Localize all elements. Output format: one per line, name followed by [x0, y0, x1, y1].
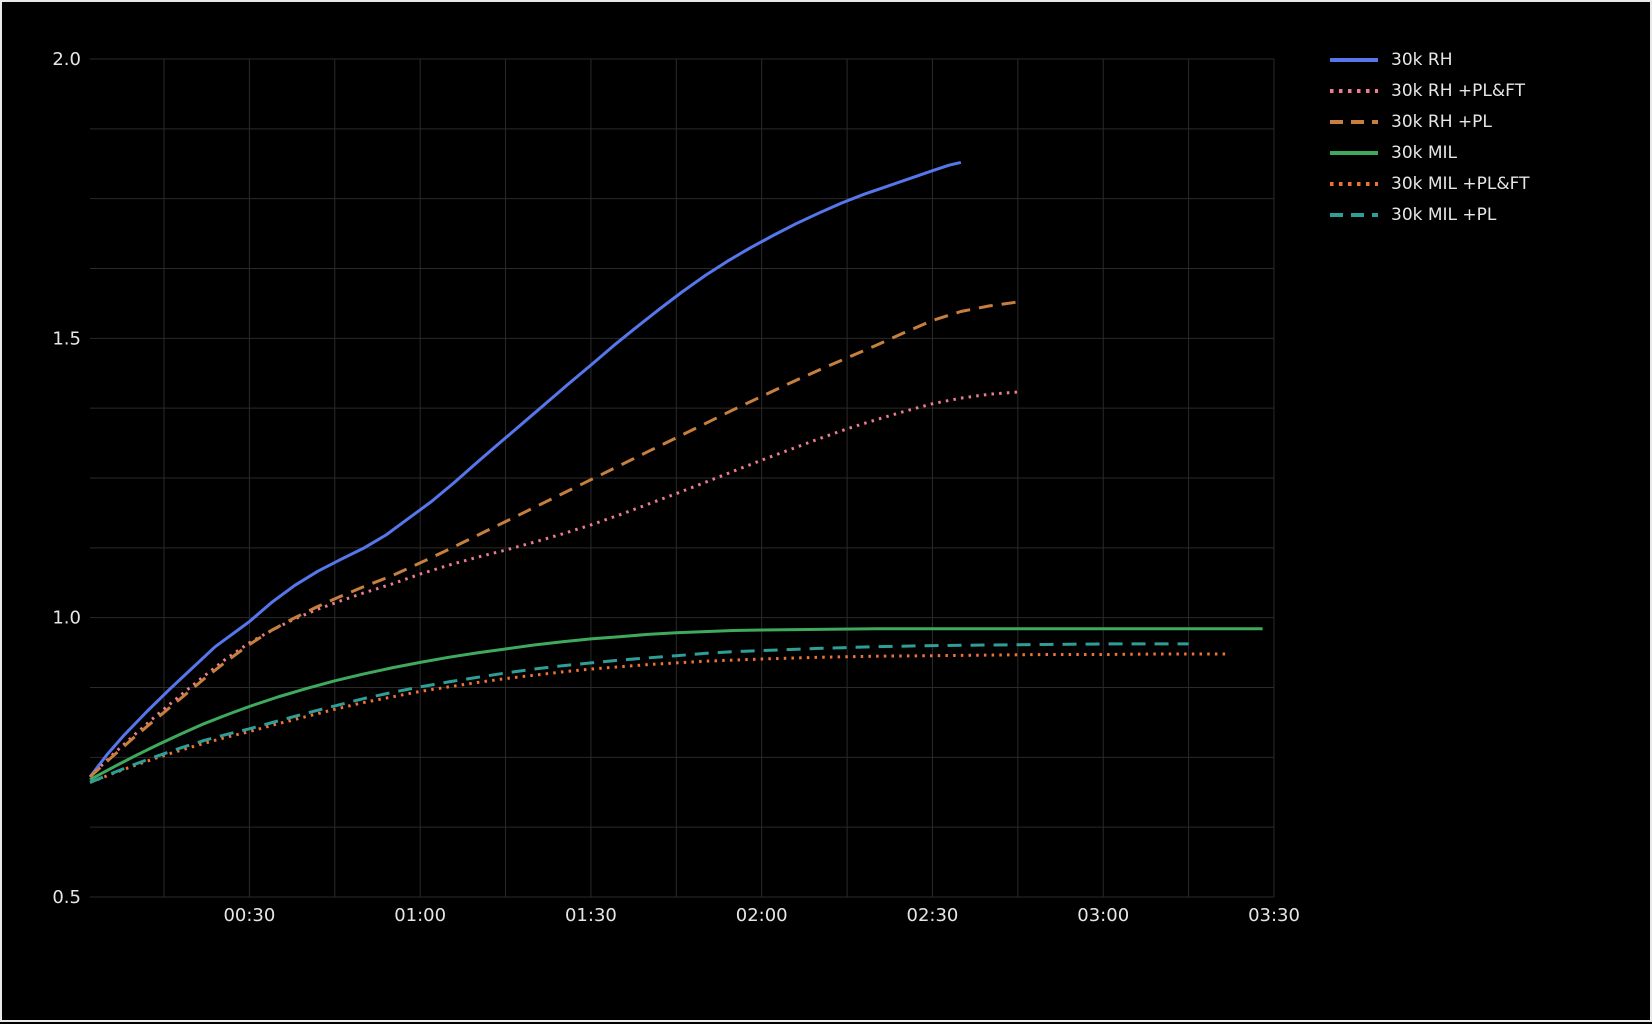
- series-line-30k-rh-pl: [88, 300, 1019, 779]
- series-line-30k-rh: [88, 160, 962, 778]
- x-axis-tick-label: 00:30: [223, 905, 275, 926]
- legend-line-sample-30k-rh: [1330, 57, 1378, 62]
- legend-item-30k-rh-pl-ft: 30k RH +PL&FT: [1330, 75, 1530, 106]
- legend-label-30k-rh: 30k RH: [1391, 49, 1453, 70]
- x-axis-tick-label: 03:00: [1077, 905, 1129, 926]
- y-axis-tick-label: 1.0: [52, 608, 81, 629]
- x-axis-tick-label: 02:30: [907, 905, 959, 926]
- axis-tick-labels: 0.5 1.0 1.5 2.0 00:30 01:00 01:30 02:00 02:30 03:…: [52, 49, 1300, 926]
- x-axis-tick-label: 02:00: [736, 905, 788, 926]
- legend-item-30k-mil-pl-ft: 30k MIL +PL&FT: [1330, 168, 1530, 199]
- x-axis-tick-label: 01:00: [394, 905, 446, 926]
- legend-label-30k-rh-pl-ft: 30k RH +PL&FT: [1391, 80, 1525, 101]
- legend-label-30k-mil: 30k MIL: [1391, 142, 1458, 163]
- legend-line-sample-30k-mil: [1330, 150, 1378, 155]
- legend-label-30k-rh-pl: 30k RH +PL: [1391, 111, 1492, 132]
- series-line-30k-rh-pl-ft: [88, 390, 1018, 778]
- y-axis-tick-label: 2.0: [52, 49, 81, 70]
- grid-lines: [90, 58, 1275, 898]
- legend-label-30k-mil-pl: 30k MIL +PL: [1391, 204, 1497, 225]
- series-line-30k-mil-pl-ft: [89, 652, 1229, 784]
- legend: 30k RH 30k RH +PL&FT 30k RH +PL 30k MIL 30k …: [1330, 44, 1530, 230]
- legend-item-30k-rh-pl: 30k RH +PL: [1330, 106, 1530, 137]
- series-line-30k-mil: [89, 627, 1263, 782]
- x-axis-tick-label: 01:30: [565, 905, 617, 926]
- legend-item-30k-mil-pl: 30k MIL +PL: [1330, 199, 1530, 230]
- series-line-30k-mil-pl: [89, 642, 1189, 784]
- legend-item-30k-mil: 30k MIL: [1330, 137, 1530, 168]
- y-axis-tick-label: 1.5: [52, 328, 81, 349]
- legend-item-30k-rh: 30k RH: [1330, 44, 1530, 75]
- legend-line-sample-30k-mil-pl: [1330, 212, 1378, 217]
- y-axis-tick-label: 0.5: [52, 887, 81, 908]
- legend-line-sample-30k-rh-pl-ft: [1330, 88, 1378, 93]
- x-axis-tick-label: 03:30: [1248, 905, 1300, 926]
- legend-line-sample-30k-mil-pl-ft: [1330, 181, 1378, 186]
- legend-label-30k-mil-pl-ft: 30k MIL +PL&FT: [1391, 173, 1530, 194]
- legend-line-sample-30k-rh-pl: [1330, 119, 1378, 124]
- series-lines: [88, 160, 1263, 784]
